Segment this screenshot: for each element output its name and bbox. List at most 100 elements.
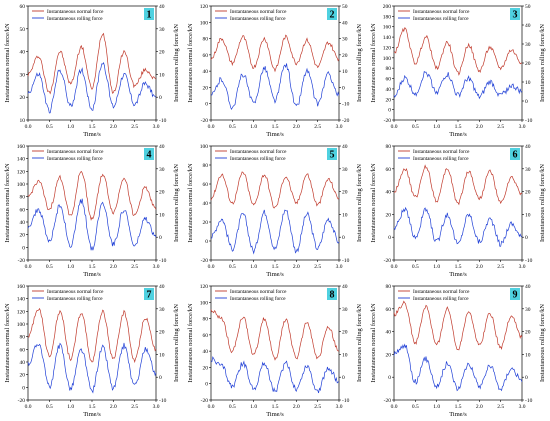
y-left-tick-label: 30 bbox=[20, 72, 26, 78]
x-tick-label: 3.0 bbox=[519, 404, 526, 410]
x-tick-label: 0.5 bbox=[412, 264, 419, 270]
plot-frame bbox=[210, 285, 340, 401]
panel-number: 9 bbox=[513, 290, 518, 301]
plot-frame bbox=[210, 145, 340, 261]
panel-number-badge bbox=[510, 288, 520, 300]
y-left-tick-label: 140 bbox=[383, 35, 392, 41]
panel-number: 7 bbox=[147, 290, 152, 301]
x-axis-label: Time/s bbox=[266, 131, 284, 138]
y-left-tick-label: 80 bbox=[20, 335, 26, 341]
x-tick-label: 2.5 bbox=[497, 124, 504, 130]
y-left-tick-label: 140 bbox=[17, 297, 26, 303]
y-left-tick-label: 80 bbox=[386, 144, 392, 150]
legend-label-normal: Instantaneous normal force bbox=[230, 148, 287, 155]
x-tick-label: 0.5 bbox=[412, 404, 419, 410]
series-line-rolling-force bbox=[27, 198, 157, 251]
y-right-axis-label: Instantaneous rolling force/kN bbox=[173, 304, 180, 382]
x-tick-label: 2.0 bbox=[110, 404, 117, 410]
y-left-tick-label: 0 bbox=[205, 382, 208, 388]
legend-label-rolling: Instantaneous rolling force bbox=[230, 295, 286, 302]
y-left-axis-label: Instantaneous normal force/kN bbox=[187, 23, 194, 103]
x-tick-label: 1.0 bbox=[433, 404, 440, 410]
y-left-tick-label: 40 bbox=[203, 69, 209, 75]
chart-svg: 0.0 0.5 1.0 1.5 2.0 2.5 3.0 -20 0 20 40 60 80 100 -10 0… bbox=[187, 144, 363, 278]
y-left-tick-label: 10 bbox=[20, 118, 26, 124]
chart-panel-1: 0.0 0.5 1.0 1.5 2.0 2.5 3.0 10 20 30 40 50 60 -10 0 10 2… bbox=[0, 0, 183, 140]
x-tick-label: 0.0 bbox=[25, 264, 32, 270]
y-left-tick-label: 120 bbox=[200, 284, 209, 290]
chart-svg: 0.0 0.5 1.0 1.5 2.0 2.5 3.0 -20 0 20 40 60 80 -10 0 10 2… bbox=[370, 284, 546, 418]
x-tick-label: 2.0 bbox=[476, 124, 483, 130]
series-line-normal-force bbox=[27, 170, 157, 221]
y-right-tick-label: 0 bbox=[342, 235, 345, 241]
y-left-tick-label: 100 bbox=[200, 144, 209, 150]
x-tick-label: 0.0 bbox=[25, 124, 32, 130]
y-right-tick-label: 10 bbox=[342, 212, 348, 218]
legend-label-normal: Instantaneous normal force bbox=[413, 288, 470, 295]
x-tick-label: 2.0 bbox=[110, 264, 117, 270]
y-left-tick-label: 20 bbox=[386, 352, 392, 358]
legend-label-rolling: Instantaneous rolling force bbox=[413, 295, 469, 302]
series-line-normal-force bbox=[210, 34, 340, 73]
x-tick-label: 0.5 bbox=[46, 124, 53, 130]
x-tick-label: 1.5 bbox=[272, 264, 279, 270]
y-right-tick-label: 20 bbox=[159, 330, 165, 336]
x-tick-label: 2.0 bbox=[293, 264, 300, 270]
y-left-tick-label: 100 bbox=[200, 300, 209, 306]
chart-panel-2: 0.0 0.5 1.0 1.5 2.0 2.5 3.0 -20 0 20 40 60 80 100 120-… bbox=[183, 0, 366, 140]
x-tick-label: 0.0 bbox=[391, 404, 398, 410]
x-tick-label: 0.5 bbox=[412, 124, 419, 130]
y-left-axis-label: Instantaneous normal force/kN bbox=[4, 163, 11, 243]
y-left-tick-label: 60 bbox=[386, 307, 392, 313]
y-right-tick-label: 40 bbox=[525, 23, 531, 29]
x-tick-label: 0.0 bbox=[391, 124, 398, 130]
chart-panel-9: 0.0 0.5 1.0 1.5 2.0 2.5 3.0 -20 0 20 40 60 80 -10 0 10 2… bbox=[366, 280, 549, 420]
x-tick-label: 0.0 bbox=[208, 264, 215, 270]
y-right-tick-label: 10 bbox=[525, 352, 531, 358]
series-line-rolling-force bbox=[393, 70, 523, 100]
y-left-tick-label: 20 bbox=[20, 233, 26, 239]
series-line-normal-force bbox=[27, 307, 157, 364]
y-left-tick-label: 100 bbox=[200, 20, 209, 26]
y-right-tick-label: 20 bbox=[159, 50, 165, 56]
chart-panel-4: 0.0 0.5 1.0 1.5 2.0 2.5 3.0 -20 0 20 40 60 80 100 120 1… bbox=[0, 140, 183, 280]
y-left-axis-label: Instantaneous normal force/kN bbox=[370, 23, 377, 103]
legend-label-normal: Instantaneous normal force bbox=[47, 288, 104, 295]
y-right-tick-label: 20 bbox=[342, 190, 348, 196]
panel-number-badge bbox=[144, 148, 154, 160]
legend-label-rolling: Instantaneous rolling force bbox=[47, 15, 103, 22]
legend-label-normal: Instantaneous normal force bbox=[413, 148, 470, 155]
y-right-tick-label: 50 bbox=[525, 4, 531, 10]
y-right-tick-label: -10 bbox=[159, 258, 167, 264]
y-left-tick-label: 180 bbox=[383, 14, 392, 20]
x-tick-label: 1.5 bbox=[455, 404, 462, 410]
y-left-tick-label: -20 bbox=[384, 258, 392, 264]
chart-svg: 0.0 0.5 1.0 1.5 2.0 2.5 3.0-200204060801001201… bbox=[4, 144, 180, 278]
y-left-tick-label: 60 bbox=[20, 347, 26, 353]
series-line-rolling-force bbox=[211, 63, 340, 110]
panel-number: 8 bbox=[330, 290, 335, 301]
legend-label-rolling: Instantaneous rolling force bbox=[230, 155, 286, 162]
chart-svg: 0.0 0.5 1.0 1.5 2.0 2.5 3.0-200204060801001201… bbox=[370, 4, 546, 138]
x-tick-label: 0.0 bbox=[391, 264, 398, 270]
chart-panel-7: 0.0 0.5 1.0 1.5 2.0 2.5 3.0 -20 0 20 40 60 80 100 120 1… bbox=[0, 280, 183, 420]
y-left-tick-label: 40 bbox=[203, 201, 209, 207]
x-tick-label: 1.0 bbox=[433, 264, 440, 270]
chart-panel-8: 0.0 0.5 1.0 1.5 2.0 2.5 3.0 -20 0 20 40 60 80 100 120-… bbox=[183, 280, 366, 420]
x-tick-label: 3.0 bbox=[153, 404, 160, 410]
series-line-normal-force bbox=[393, 27, 523, 76]
y-right-tick-label: 20 bbox=[525, 190, 531, 196]
y-right-tick-label: 10 bbox=[342, 69, 348, 75]
x-tick-label: 1.5 bbox=[89, 124, 96, 130]
y-right-tick-label: 0 bbox=[342, 85, 345, 91]
x-tick-label: 1.0 bbox=[250, 264, 257, 270]
x-axis-label: Time/s bbox=[266, 271, 284, 278]
y-left-tick-label: 0 bbox=[22, 245, 25, 251]
x-tick-label: 2.5 bbox=[497, 404, 504, 410]
y-left-axis-label: Instantaneous normal force/kN bbox=[187, 303, 194, 383]
chart-svg: 0.0 0.5 1.0 1.5 2.0 2.5 3.0 -20 0 20 40 60 80 -10 0 10 2… bbox=[370, 144, 546, 278]
x-tick-label: 3.0 bbox=[336, 264, 343, 270]
y-right-tick-label: 0 bbox=[159, 95, 162, 101]
x-tick-label: 0.0 bbox=[208, 404, 215, 410]
x-tick-label: 1.5 bbox=[89, 264, 96, 270]
